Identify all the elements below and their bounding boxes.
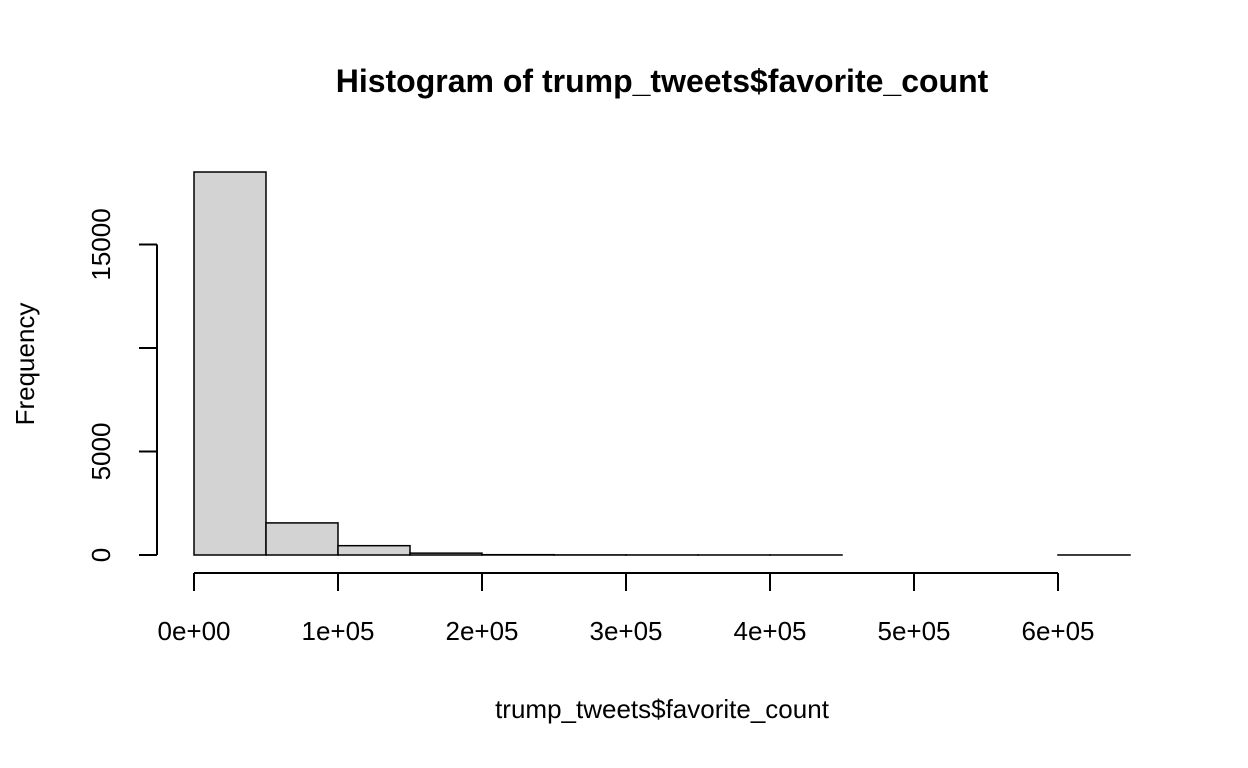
y-tick-label: 0	[86, 548, 116, 562]
histogram-bar-0	[193, 171, 267, 556]
x-tick-label: 5e+05	[877, 616, 950, 646]
x-axis-label: trump_tweets$favorite_count	[495, 694, 830, 724]
x-tick-label: 2e+05	[445, 616, 518, 646]
histogram-bar-3	[409, 552, 483, 556]
y-tick-label: 15000	[86, 208, 116, 280]
y-axis: 0 5000 15000	[86, 208, 158, 562]
y-axis-label: Frequency	[10, 303, 40, 426]
histogram-bar-2	[337, 544, 411, 556]
x-tick-label: 3e+05	[589, 616, 662, 646]
histogram-bar-1	[265, 522, 339, 556]
y-tick-label: 5000	[86, 423, 116, 481]
x-tick-label: 4e+05	[733, 616, 806, 646]
x-tick-label: 6e+05	[1021, 616, 1094, 646]
bars-group	[193, 171, 1131, 556]
x-tick-label: 1e+05	[301, 616, 374, 646]
x-axis: 0e+00 1e+05 2e+05 3e+05 4e+05 5e+05 6e+05	[157, 572, 1095, 646]
x-tick-label: 0e+00	[157, 616, 230, 646]
chart-title: Histogram of trump_tweets$favorite_count	[336, 63, 989, 99]
